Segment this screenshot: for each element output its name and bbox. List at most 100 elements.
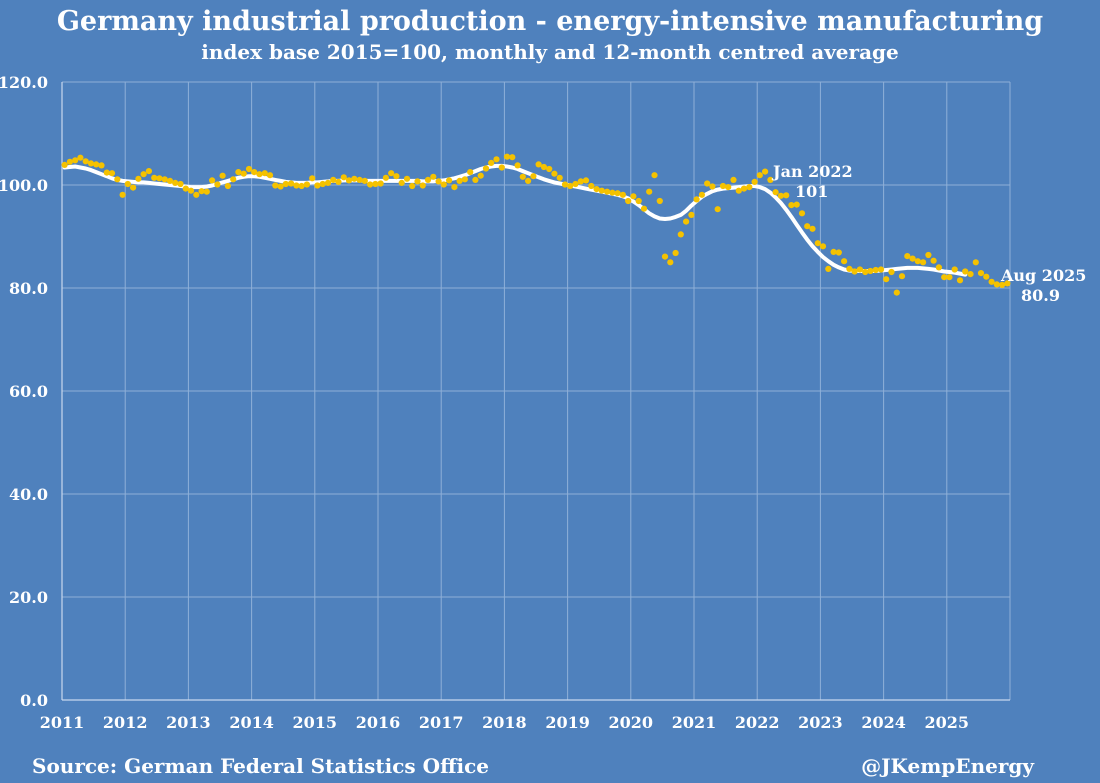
monthly-point	[330, 176, 337, 183]
monthly-point	[556, 174, 563, 181]
monthly-point	[656, 197, 663, 205]
monthly-point	[577, 178, 584, 185]
x-tick-label: 2015	[293, 713, 338, 732]
monthly-point	[282, 180, 289, 188]
monthly-point	[582, 177, 590, 184]
monthly-point	[856, 266, 864, 273]
monthly-point	[977, 270, 985, 277]
monthly-point	[877, 266, 885, 273]
monthly-point	[114, 176, 121, 183]
monthly-point	[187, 187, 195, 194]
monthly-point	[1004, 280, 1011, 287]
monthly-point	[851, 268, 858, 275]
monthly-point	[493, 156, 500, 163]
monthly-point	[661, 253, 669, 260]
monthly-point	[762, 168, 769, 175]
monthly-point	[951, 266, 958, 273]
monthly-point	[709, 183, 716, 190]
monthly-point	[946, 274, 953, 281]
y-tick-label: 60.0	[9, 382, 48, 401]
monthly-point	[988, 278, 995, 285]
monthly-point	[704, 180, 711, 187]
monthly-point	[935, 264, 943, 271]
x-tick-label: 2012	[103, 713, 148, 732]
monthly-point	[993, 281, 1000, 288]
monthly-point	[414, 178, 421, 185]
x-tick-label: 2023	[798, 713, 843, 732]
monthly-point	[830, 248, 837, 255]
monthly-point	[740, 185, 748, 192]
monthly-point	[498, 164, 505, 171]
monthly-point	[335, 178, 342, 185]
monthly-point	[561, 181, 569, 188]
monthly-point	[883, 276, 890, 283]
monthly-point	[651, 172, 658, 179]
monthly-point	[819, 243, 827, 250]
monthly-point	[298, 182, 305, 190]
monthly-point	[888, 268, 895, 276]
monthly-point	[798, 210, 806, 217]
monthly-point	[382, 174, 389, 181]
x-tick-label: 2021	[672, 713, 717, 732]
monthly-point	[251, 169, 258, 176]
monthly-point	[256, 171, 263, 178]
monthly-point	[904, 253, 911, 260]
monthly-point	[719, 182, 727, 190]
monthly-point	[846, 265, 853, 272]
monthly-point	[245, 165, 253, 173]
monthly-point	[646, 188, 653, 195]
monthly-point	[814, 240, 821, 247]
monthly-point	[293, 182, 300, 189]
monthly-point	[598, 187, 605, 194]
monthly-point	[777, 192, 785, 199]
monthly-point	[835, 249, 842, 256]
monthly-point	[124, 180, 131, 188]
monthly-point	[983, 273, 990, 280]
monthly-point	[430, 173, 437, 180]
monthly-point	[999, 281, 1006, 288]
monthly-point	[377, 180, 384, 187]
y-tick-label: 20.0	[9, 588, 48, 607]
monthly-point	[714, 206, 721, 213]
monthly-point	[93, 161, 100, 168]
y-tick-label: 100.0	[0, 176, 48, 195]
annotations: Jan 2022 101 Aug 2025 80.9	[771, 162, 1086, 305]
monthly-point	[309, 175, 316, 182]
monthly-point	[767, 176, 774, 183]
x-tick-label: 2014	[229, 713, 274, 732]
monthly-point	[588, 182, 595, 190]
monthly-point	[604, 188, 611, 195]
monthly-point	[219, 172, 226, 179]
monthly-point	[688, 211, 695, 218]
monthly-point	[388, 170, 395, 177]
monthly-point	[198, 188, 205, 195]
average-line	[62, 163, 968, 277]
monthly-point	[519, 173, 526, 180]
monthly-point	[640, 205, 648, 212]
monthly-point	[440, 181, 447, 188]
monthly-point	[446, 177, 453, 184]
source-note: Source: German Federal Statistics Office	[32, 754, 489, 778]
monthly-point	[920, 259, 927, 266]
monthly-point	[482, 165, 490, 172]
monthly-point	[788, 202, 795, 209]
annotation-aug-2025-label: Aug 2025	[1000, 266, 1086, 285]
monthly-point	[804, 223, 811, 230]
monthly-point	[735, 187, 742, 194]
monthly-point	[862, 268, 869, 276]
monthly-point	[135, 175, 142, 182]
monthly-point	[525, 177, 532, 184]
chart-subtitle: index base 2015=100, monthly and 12-mont…	[201, 40, 899, 64]
monthly-point	[193, 191, 200, 198]
monthly-point	[461, 176, 468, 183]
monthly-point	[166, 177, 174, 184]
monthly-point	[345, 177, 353, 184]
monthly-point	[540, 163, 548, 171]
monthly-point	[214, 181, 221, 188]
monthly-point	[409, 182, 416, 190]
y-tick-label: 80.0	[9, 279, 48, 298]
monthly-point	[809, 225, 816, 232]
monthly-point	[972, 259, 979, 266]
monthly-point	[867, 267, 874, 275]
